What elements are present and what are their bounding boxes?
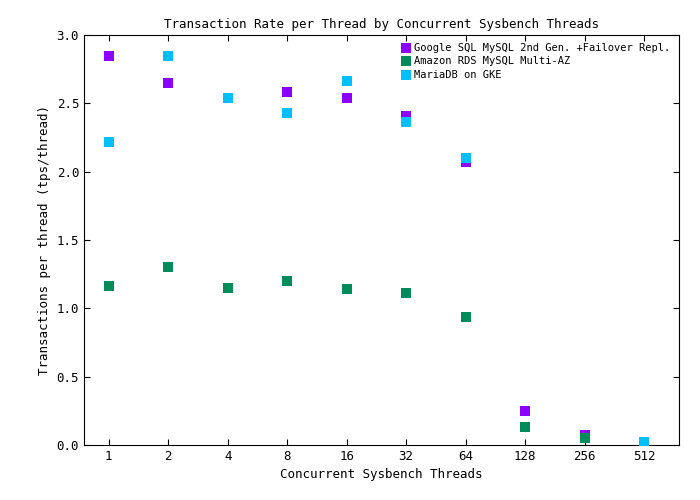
Amazon RDS MySQL Multi-AZ xyxy=(281,277,293,285)
Google SQL MySQL 2nd Gen. +Failover Repl. xyxy=(460,158,471,166)
MariaDB on GKE xyxy=(103,138,114,145)
MariaDB on GKE xyxy=(400,118,412,126)
MariaDB on GKE xyxy=(638,438,650,446)
Legend: Google SQL MySQL 2nd Gen. +Failover Repl., Amazon RDS MySQL Multi-AZ, MariaDB on: Google SQL MySQL 2nd Gen. +Failover Repl… xyxy=(399,40,674,82)
Amazon RDS MySQL Multi-AZ xyxy=(222,284,233,292)
Google SQL MySQL 2nd Gen. +Failover Repl. xyxy=(519,407,531,415)
Google SQL MySQL 2nd Gen. +Failover Repl. xyxy=(162,79,174,87)
X-axis label: Concurrent Sysbench Threads: Concurrent Sysbench Threads xyxy=(280,468,483,481)
Google SQL MySQL 2nd Gen. +Failover Repl. xyxy=(579,432,590,440)
Amazon RDS MySQL Multi-AZ xyxy=(341,285,352,293)
Y-axis label: Transactions per thread (tps/thread): Transactions per thread (tps/thread) xyxy=(38,105,51,375)
Amazon RDS MySQL Multi-AZ xyxy=(519,423,531,431)
Amazon RDS MySQL Multi-AZ xyxy=(162,264,174,272)
Google SQL MySQL 2nd Gen. +Failover Repl. xyxy=(341,94,352,102)
Title: Transaction Rate per Thread by Concurrent Sysbench Threads: Transaction Rate per Thread by Concurren… xyxy=(164,18,599,31)
MariaDB on GKE xyxy=(162,52,174,60)
MariaDB on GKE xyxy=(281,109,293,117)
MariaDB on GKE xyxy=(460,154,471,162)
Amazon RDS MySQL Multi-AZ xyxy=(460,312,471,320)
Amazon RDS MySQL Multi-AZ xyxy=(579,434,590,442)
Google SQL MySQL 2nd Gen. +Failover Repl. xyxy=(281,88,293,96)
Google SQL MySQL 2nd Gen. +Failover Repl. xyxy=(103,52,114,60)
Google SQL MySQL 2nd Gen. +Failover Repl. xyxy=(400,112,412,120)
Amazon RDS MySQL Multi-AZ xyxy=(400,290,412,298)
MariaDB on GKE xyxy=(222,94,233,102)
Amazon RDS MySQL Multi-AZ xyxy=(103,282,114,290)
MariaDB on GKE xyxy=(341,78,352,86)
